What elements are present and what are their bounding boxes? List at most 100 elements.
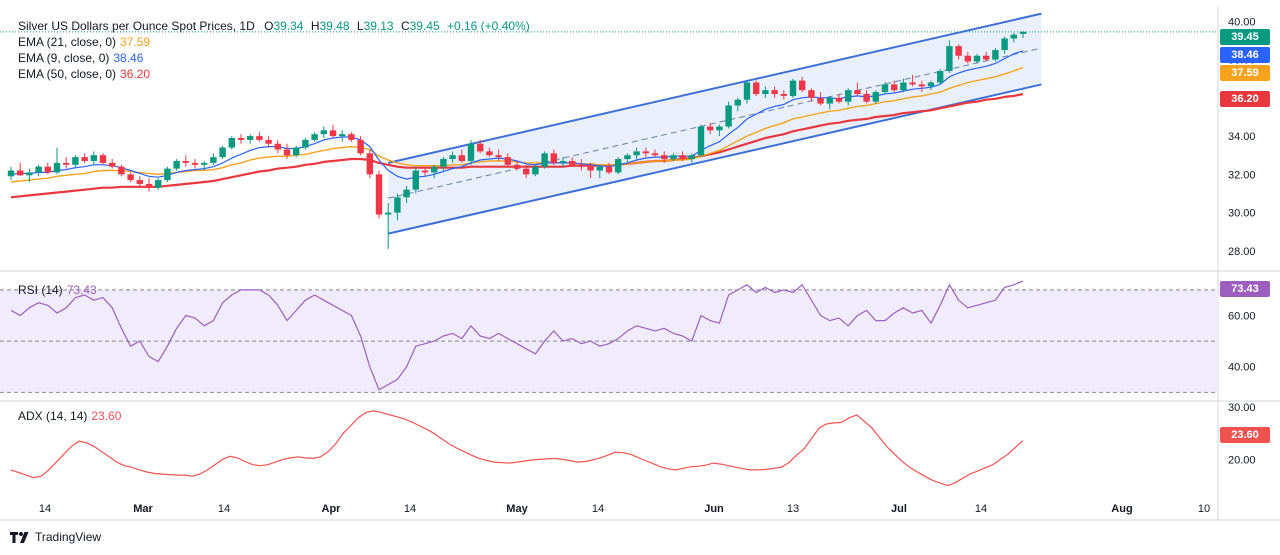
- time-axis-label: 14: [975, 503, 987, 515]
- price-axis-label: 34.00: [1228, 131, 1256, 143]
- close-label: C: [400, 19, 410, 33]
- candle-body: [164, 168, 171, 181]
- candle-body: [339, 134, 346, 137]
- candle-body: [799, 80, 806, 91]
- candle-body: [201, 162, 208, 165]
- candle-body: [458, 155, 465, 161]
- adx-legend[interactable]: ADX (14, 14) 23.60: [18, 408, 121, 424]
- ema9-price-tag: 38.46: [1220, 47, 1270, 63]
- candle-body: [835, 97, 843, 102]
- ema21-legend-label: EMA (21, close, 0): [18, 35, 117, 49]
- high-label: H: [310, 19, 320, 33]
- candle-body: [826, 97, 833, 104]
- candle-body: [716, 126, 723, 131]
- candle-body: [265, 139, 272, 144]
- rsi-legend[interactable]: RSI (14) 73.43: [18, 282, 97, 298]
- ema9-legend[interactable]: EMA (9, close, 0) 38.46: [18, 50, 143, 66]
- time-axis-label: Jul: [891, 503, 907, 515]
- candle-body: [173, 160, 180, 169]
- candle-body: [605, 166, 613, 173]
- candle-body: [145, 183, 153, 188]
- time-axis-label: 14: [218, 503, 230, 515]
- ema21-legend[interactable]: EMA (21, close, 0) 37.59: [18, 34, 150, 50]
- candle-body: [293, 147, 300, 156]
- adx-legend-value: 23.60: [91, 409, 122, 423]
- candle-body: [44, 166, 51, 173]
- candle-body: [661, 155, 668, 160]
- candle-body: [228, 138, 235, 148]
- candle-body: [955, 46, 962, 56]
- adx-legend-label: ADX (14, 14): [18, 409, 88, 423]
- candle-body: [808, 90, 815, 98]
- candle-body: [1001, 38, 1008, 50]
- rsi-axis-label: 40.00: [1228, 362, 1256, 374]
- candle-body: [624, 155, 631, 160]
- channel-median-line: [388, 47, 1042, 199]
- candle-body: [320, 130, 327, 135]
- candle-body: [964, 55, 971, 62]
- candle-body: [7, 170, 15, 177]
- candle-body: [532, 166, 539, 175]
- candle-body: [191, 162, 199, 165]
- price-axis-label: 30.00: [1228, 208, 1256, 220]
- time-axis-label: Apr: [322, 503, 342, 515]
- candle-body: [81, 157, 88, 161]
- candle-body: [992, 50, 999, 60]
- candle-body: [642, 151, 649, 154]
- candle-body: [431, 166, 438, 173]
- candle-body: [385, 212, 392, 215]
- time-axis-label: Aug: [1111, 503, 1132, 515]
- candle-body: [615, 159, 622, 173]
- candle-body: [375, 174, 383, 215]
- candle-body: [467, 143, 475, 161]
- candle-body: [845, 90, 852, 102]
- low-value: 39.13: [363, 19, 394, 33]
- last-price-tag: 39.45: [1220, 29, 1270, 45]
- candle-body: [918, 84, 925, 87]
- rsi-axis-label: 60.00: [1228, 311, 1256, 323]
- candle-body: [679, 155, 686, 160]
- candle-body: [182, 160, 189, 163]
- candle-body: [53, 162, 61, 173]
- candle-body: [440, 159, 447, 167]
- ema50-legend[interactable]: EMA (50, close, 0) 36.20: [18, 66, 150, 82]
- candle-body: [780, 94, 787, 96]
- candle-body: [118, 166, 125, 175]
- candle-body: [35, 166, 42, 173]
- candle-body: [983, 55, 990, 60]
- time-axis-label: 14: [39, 503, 51, 515]
- time-axis-label: May: [506, 503, 528, 515]
- candle-body: [412, 170, 419, 190]
- candle-body: [90, 155, 97, 161]
- adx-price-tag: 23.60: [1220, 427, 1270, 443]
- candle-body: [891, 84, 898, 91]
- candle-body: [670, 155, 677, 160]
- candle-body: [155, 180, 162, 188]
- channel-upper-line: [387, 12, 1042, 164]
- adx-line: [10, 410, 1024, 487]
- tradingview-brand[interactable]: TradingView: [10, 530, 101, 544]
- time-axis-label: 13: [787, 503, 799, 515]
- time-axis-label: 14: [592, 503, 604, 515]
- candle-body: [817, 97, 824, 104]
- close-value: 39.45: [409, 19, 440, 33]
- candle-body: [486, 151, 493, 156]
- change-value: +0.16 (+0.40%): [446, 19, 530, 33]
- candle-body: [734, 99, 741, 106]
- candle-body: [127, 174, 134, 181]
- candle-body: [26, 172, 33, 176]
- candle-body: [109, 162, 116, 167]
- rsi-line: [10, 280, 1024, 391]
- candle-body: [550, 153, 557, 163]
- rsi-price-tag: 73.43: [1220, 281, 1270, 297]
- candle-body: [274, 143, 281, 150]
- price-axis-label: 28.00: [1228, 246, 1256, 258]
- low-label: L: [356, 19, 364, 33]
- candle-body: [789, 80, 797, 96]
- candle-body: [569, 160, 576, 165]
- ema9-legend-value: 38.46: [113, 51, 144, 65]
- ema50-legend-value: 36.20: [120, 67, 151, 81]
- candle-body: [237, 138, 245, 140]
- candle-body: [927, 82, 935, 87]
